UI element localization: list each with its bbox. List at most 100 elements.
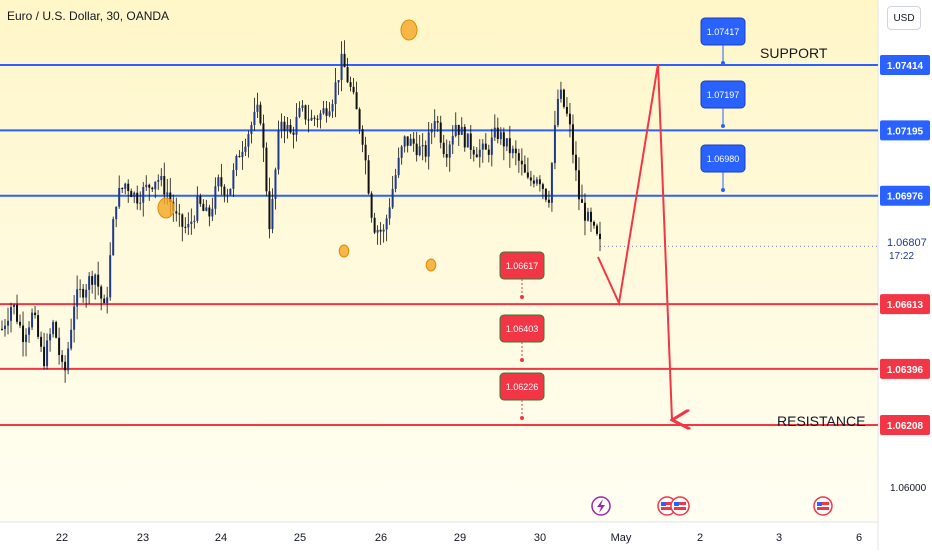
- level-price-label-2: 1.06976: [887, 192, 924, 203]
- candle-body: [328, 111, 331, 116]
- price-callouts: 1.07417 1.07197 1.06980 1.06617 1.06403 1.062…: [499, 17, 746, 420]
- pivot-marker-1: [400, 19, 418, 41]
- candle-body: [292, 132, 295, 135]
- callout-blue-label-0: 1.07417: [707, 27, 740, 37]
- candle-body: [22, 325, 25, 343]
- candle-body: [448, 144, 451, 158]
- candle-body: [199, 196, 202, 204]
- projection-arrow: [657, 63, 672, 420]
- candle-body: [103, 298, 106, 304]
- candle-body: [508, 138, 511, 154]
- candle-body: [358, 109, 361, 130]
- candle-body: [241, 151, 244, 158]
- candle-body: [121, 188, 124, 190]
- candle-body: [520, 160, 523, 165]
- level-price-box-1: [880, 120, 930, 141]
- candle-body: [115, 206, 118, 220]
- candle-body: [469, 133, 472, 150]
- candle-body: [547, 199, 550, 203]
- us-flag-white-0: [661, 505, 673, 507]
- candle-body: [151, 187, 154, 190]
- candle-body: [250, 125, 253, 135]
- candle-body: [571, 124, 574, 155]
- candle-body: [259, 104, 262, 124]
- candle-body: [238, 155, 241, 158]
- us-flag-white-1: [674, 505, 686, 507]
- candle-body: [229, 188, 232, 195]
- candle-body: [148, 184, 151, 188]
- candle-body: [58, 337, 61, 355]
- candle-body: [76, 289, 79, 307]
- candle-body: [433, 121, 436, 129]
- candle-body: [352, 86, 355, 93]
- candle-body: [34, 312, 37, 316]
- candle-body: [472, 149, 475, 155]
- price-scale-labels: 1.07414 1.07195 1.06976 1.06613 1.06396 1.062…: [880, 55, 930, 494]
- us-flag-white-2: [817, 505, 829, 507]
- currency-button[interactable]: USD: [887, 6, 921, 30]
- candle-body: [25, 334, 28, 343]
- candle-body: [466, 133, 469, 148]
- candle-body: [277, 129, 280, 170]
- candle-body: [94, 274, 97, 285]
- candle-body: [112, 219, 115, 256]
- candle-body: [184, 226, 187, 228]
- current-price-box: [880, 233, 930, 264]
- candle-body: [457, 124, 460, 135]
- candle-body: [154, 181, 157, 190]
- projection-zigzag: [597, 63, 659, 307]
- candle-body: [268, 191, 271, 230]
- us-flag-canton-1: [674, 502, 679, 506]
- candle-body: [73, 306, 76, 330]
- candle-body: [409, 138, 412, 146]
- y-tick-label-0: 1.06000: [890, 483, 927, 494]
- candle-body: [439, 122, 442, 143]
- candle-body: [109, 255, 112, 298]
- callout-red-dot-0: [520, 295, 524, 299]
- level-price-box-3: [880, 294, 930, 315]
- candle-body: [406, 136, 409, 146]
- current-price-label: 1.06807: [887, 237, 927, 249]
- candle-body: [217, 177, 220, 187]
- level-price-box-5: [880, 415, 930, 435]
- candle-body: [19, 321, 22, 326]
- chart-title: Euro / U.S. Dollar, 30, OANDA: [7, 9, 170, 23]
- candle-body: [379, 229, 382, 232]
- candle-body: [49, 334, 52, 341]
- event-icons[interactable]: [591, 496, 833, 516]
- candle-body: [286, 124, 289, 131]
- candle-body: [589, 211, 592, 222]
- candle-body: [220, 177, 223, 187]
- candle-body: [586, 211, 589, 221]
- candle-body: [283, 121, 286, 131]
- candle-body: [205, 207, 208, 211]
- candle-body: [442, 142, 445, 155]
- candle-body: [139, 202, 142, 204]
- candle-body: [70, 329, 73, 349]
- candle-body: [496, 127, 499, 140]
- level-price-label-1: 1.07195: [887, 126, 924, 137]
- candle-body: [565, 106, 568, 114]
- candle-body: [10, 306, 13, 321]
- candle-body: [31, 312, 34, 328]
- candle-body: [592, 221, 595, 226]
- lightning-glyph: [597, 499, 605, 513]
- callout-blue-label-1: 1.07197: [707, 90, 740, 100]
- candle-body: [532, 180, 535, 184]
- candle-body: [484, 143, 487, 150]
- candle-body: [256, 104, 259, 112]
- callout-blue-label-2: 1.06980: [707, 154, 740, 164]
- candle-body: [463, 126, 466, 148]
- candle-body: [310, 117, 313, 121]
- candle-body: [40, 336, 43, 347]
- candle-body: [529, 177, 532, 181]
- candle-body: [223, 186, 226, 196]
- candle-body: [274, 169, 277, 199]
- candle-body: [61, 354, 64, 362]
- candle-body: [85, 289, 88, 298]
- candle-body: [271, 198, 274, 230]
- candle-body: [280, 121, 283, 130]
- candle-body: [583, 202, 586, 221]
